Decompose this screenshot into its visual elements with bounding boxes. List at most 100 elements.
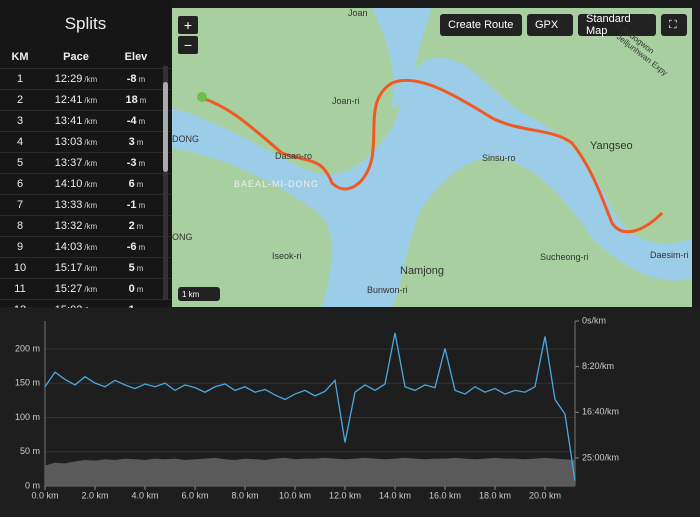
elev-cell: -8 m: [112, 73, 160, 85]
map-label: Joan: [348, 8, 368, 18]
pace-cell: 15:27/km: [40, 283, 112, 295]
pace-unit: /km: [84, 117, 98, 126]
pace-value: 13:32: [54, 220, 83, 232]
y2-tick-label: 16:40/km: [582, 407, 619, 417]
map-label: Joan-ri: [332, 96, 360, 106]
elev-value: -1: [126, 199, 137, 211]
pace-cell: 12:29/km: [40, 73, 112, 85]
map-label: DONG: [172, 134, 199, 144]
map-label: Namjong: [400, 265, 445, 277]
header-cell: KM: [11, 51, 29, 63]
pace-cell: 14:03/km: [40, 241, 112, 253]
pace-unit: /km: [84, 138, 98, 147]
km-cell: 11: [14, 283, 26, 295]
km-cell: 5: [16, 157, 24, 169]
elev-value: -6: [126, 241, 137, 253]
pace-cell: 14:10/km: [40, 178, 112, 190]
table-row: 6 14:10/km 6 m: [0, 174, 171, 195]
pace-cell: 13:33/km: [40, 199, 112, 211]
elev-value: 6: [128, 178, 135, 190]
x-tick-label: 18.0 km: [479, 490, 511, 500]
x-tick-label: 10.0 km: [279, 490, 311, 500]
table-row: 2 12:41/km 18 m: [0, 90, 171, 111]
table-row: 9 14:03/km -6 m: [0, 237, 171, 258]
table-row: 1 12:29/km -8 m: [0, 69, 171, 90]
elev-value: 0: [128, 283, 135, 295]
map-style-button[interactable]: Standard Map: [578, 13, 656, 37]
gpx-button[interactable]: GPX: [527, 14, 573, 36]
y-tick-label: 200 m: [15, 343, 40, 353]
scrollbar[interactable]: [163, 66, 168, 300]
elev-cell: 18 m: [112, 94, 160, 106]
elev-unit: m: [136, 222, 144, 231]
pace-cell: 13:32/km: [40, 220, 112, 232]
elev-value: 18: [125, 94, 138, 106]
elev-value: 2: [128, 220, 135, 232]
pace-unit: /km: [84, 264, 98, 273]
pace-unit: /km: [84, 243, 98, 252]
y-tick-label: 100 m: [15, 412, 40, 422]
pace-cell: 15:17/km: [40, 262, 112, 274]
elev-value: -8: [126, 73, 137, 85]
zoom-in[interactable]: +: [178, 16, 198, 34]
pace-value: 12:41: [54, 94, 83, 106]
elev-unit: m: [138, 243, 146, 252]
y2-tick-label: 8:20/km: [582, 361, 614, 371]
pace-cell: 12:41/km: [40, 94, 112, 106]
elev-unit: m: [138, 117, 146, 126]
pace-value: 13:41: [54, 115, 83, 127]
x-tick-label: 16.0 km: [429, 490, 461, 500]
zoom-out[interactable]: −: [178, 36, 198, 54]
scale-bar: 1 km: [178, 287, 220, 301]
pace-value: 13:37: [54, 157, 83, 169]
map-label: Dasan-ro: [275, 151, 313, 161]
elev-unit: m: [136, 264, 144, 273]
x-tick-label: 0.0 km: [31, 490, 58, 500]
fullscreen-button[interactable]: ⛶: [661, 14, 687, 36]
km-cell: 4: [16, 136, 24, 148]
elev-cell: -3 m: [112, 157, 160, 169]
create-route-button[interactable]: Create Route: [440, 14, 522, 36]
elevation-area: [45, 457, 575, 486]
pace-unit: /km: [84, 75, 98, 84]
elev-unit: m: [138, 201, 146, 210]
y-tick-label: 150 m: [15, 378, 40, 388]
pace-cell: 13:03/km: [40, 136, 112, 148]
pace-value: 15:27: [54, 283, 83, 295]
elev-value: 3: [128, 136, 135, 148]
x-tick-label: 14.0 km: [379, 490, 411, 500]
elev-cell: -1 m: [112, 199, 160, 211]
splits-title: Splits: [64, 14, 107, 33]
y2-tick-label: 0s/km: [582, 315, 606, 325]
pace-value: 13:03: [54, 136, 83, 148]
elev-unit: m: [136, 138, 144, 147]
scroll-thumb[interactable]: [163, 82, 168, 172]
table-row: 7 13:33/km -1 m: [0, 195, 171, 216]
pace-unit: /km: [84, 222, 98, 231]
map[interactable]: + − Create Route GPX Standard Map ⛶ 1 km…: [172, 8, 692, 307]
elev-cell: -4 m: [112, 115, 160, 127]
map-label: Daesim-ri: [650, 250, 689, 260]
pace-cell: 13:37/km: [40, 157, 112, 169]
y-tick-label: 0 m: [25, 480, 40, 490]
table-row: 10 15:17/km 5 m: [0, 258, 171, 279]
pace-cell: 13:41/km: [40, 115, 112, 127]
map-label: Yangseo: [590, 140, 633, 152]
splits-panel: Splits KM Pace Elev 1 12:29/km -8 m 2 12:41/k…: [0, 0, 171, 321]
x-tick-label: 6.0 km: [181, 490, 208, 500]
y-tick-label: 50 m: [20, 446, 40, 456]
elev-unit: m: [138, 159, 146, 168]
table-row: 5 13:37/km -3 m: [0, 153, 171, 174]
pace-unit: /km: [84, 201, 98, 210]
x-tick-label: 20.0 km: [529, 490, 561, 500]
x-tick-label: 2.0 km: [81, 490, 108, 500]
chart: 0 m 50 m 100 m 150 m 200 m 0s/km 8:20/km 16:40/…: [0, 308, 700, 517]
table-row: 4 13:03/km 3 m: [0, 132, 171, 153]
map-label: Sinsu-ro: [482, 153, 516, 163]
elev-cell: -6 m: [112, 241, 160, 253]
pace-value: 13:33: [54, 199, 83, 211]
